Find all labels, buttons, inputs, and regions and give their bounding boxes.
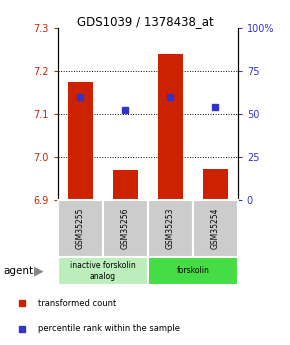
Text: forskolin: forskolin: [176, 266, 209, 275]
Text: GSM35254: GSM35254: [211, 208, 220, 249]
Bar: [58, 200, 103, 257]
Text: percentile rank within the sample: percentile rank within the sample: [38, 324, 180, 333]
Text: agent: agent: [3, 266, 33, 276]
Text: GSM35256: GSM35256: [121, 208, 130, 249]
Bar: [68, 81, 93, 200]
Text: GSM35255: GSM35255: [76, 208, 85, 249]
Bar: [148, 257, 238, 285]
Text: ▶: ▶: [34, 264, 44, 277]
Bar: [148, 200, 193, 257]
Bar: [158, 54, 183, 200]
Bar: [103, 200, 148, 257]
Bar: [193, 200, 238, 257]
Bar: [113, 170, 138, 200]
Text: GSM35253: GSM35253: [166, 208, 175, 249]
Text: GDS1039 / 1378438_at: GDS1039 / 1378438_at: [77, 16, 213, 29]
Text: inactive forskolin
analog: inactive forskolin analog: [70, 261, 136, 280]
Text: transformed count: transformed count: [38, 299, 117, 308]
Bar: [203, 169, 228, 200]
Bar: [58, 257, 148, 285]
